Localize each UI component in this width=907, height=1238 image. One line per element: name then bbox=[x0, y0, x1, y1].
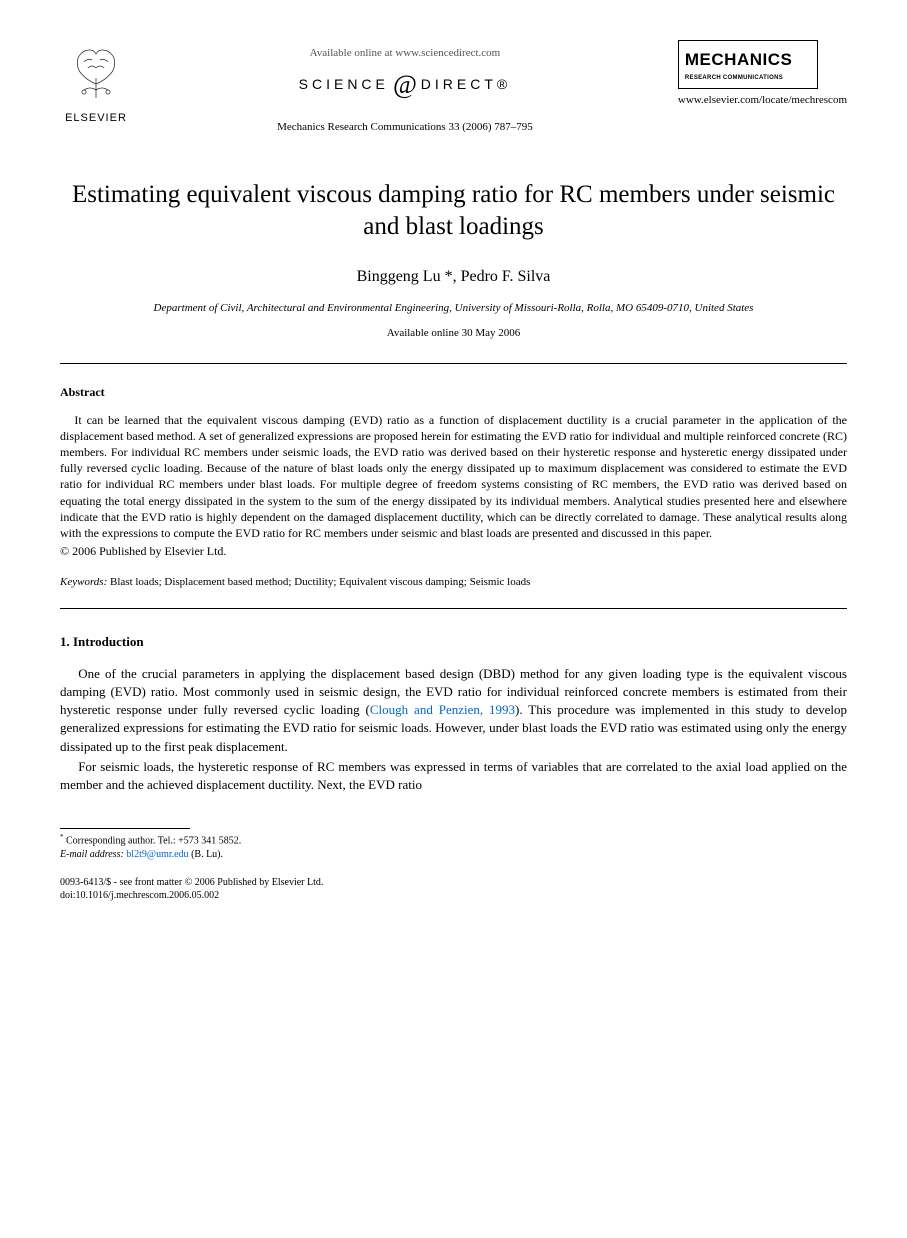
available-online-text: Available online at www.sciencedirect.co… bbox=[132, 46, 678, 61]
citation-link[interactable]: Clough and Penzien, 1993 bbox=[370, 702, 515, 717]
publisher-logo: ELSEVIER bbox=[60, 40, 132, 125]
abstract-text: It can be learned that the equivalent vi… bbox=[60, 412, 847, 542]
divider-top bbox=[60, 363, 847, 364]
journal-box-title: MECHANICS bbox=[685, 49, 811, 72]
science-direct-logo: SCIENCE @ DIRECT® bbox=[299, 67, 512, 102]
sd-right: DIRECT® bbox=[421, 75, 511, 94]
front-matter: 0093-6413/$ - see front matter © 2006 Pu… bbox=[60, 876, 847, 889]
abstract-heading: Abstract bbox=[60, 384, 847, 400]
email-label: E-mail address: bbox=[60, 849, 124, 860]
corresponding-author: * Corresponding author. Tel.: +573 341 5… bbox=[60, 833, 847, 848]
keywords-text: Blast loads; Displacement based method; … bbox=[107, 576, 530, 588]
journal-box-wrap: MECHANICS RESEARCH COMMUNICATIONS www.el… bbox=[678, 40, 847, 108]
keywords: Keywords: Blast loads; Displacement base… bbox=[60, 575, 847, 590]
intro-para-1: One of the crucial parameters in applyin… bbox=[60, 665, 847, 756]
keywords-label: Keywords: bbox=[60, 576, 107, 588]
affiliation: Department of Civil, Architectural and E… bbox=[60, 301, 847, 315]
doi: doi:10.1016/j.mechrescom.2006.05.002 bbox=[60, 889, 847, 902]
paper-title: Estimating equivalent viscous damping ra… bbox=[60, 179, 847, 244]
sd-at-icon: @ bbox=[393, 67, 417, 102]
journal-box: MECHANICS RESEARCH COMMUNICATIONS bbox=[678, 40, 818, 89]
footnote-rule bbox=[60, 828, 190, 829]
abstract-copyright: © 2006 Published by Elsevier Ltd. bbox=[60, 543, 847, 559]
sd-left: SCIENCE bbox=[299, 75, 389, 94]
divider-bottom bbox=[60, 608, 847, 609]
publisher-name: ELSEVIER bbox=[60, 111, 132, 126]
journal-reference: Mechanics Research Communications 33 (20… bbox=[132, 120, 678, 135]
section-1-heading: 1. Introduction bbox=[60, 633, 847, 651]
corresponding-text: Corresponding author. Tel.: +573 341 585… bbox=[66, 835, 241, 846]
footnote-block: * Corresponding author. Tel.: +573 341 5… bbox=[60, 833, 847, 862]
journal-box-subtitle: RESEARCH COMMUNICATIONS bbox=[685, 74, 811, 82]
footer-meta: 0093-6413/$ - see front matter © 2006 Pu… bbox=[60, 876, 847, 902]
journal-url[interactable]: www.elsevier.com/locate/mechrescom bbox=[678, 93, 847, 108]
online-date: Available online 30 May 2006 bbox=[60, 326, 847, 341]
email-address[interactable]: bl2t9@umr.edu bbox=[126, 849, 188, 860]
email-suffix: (B. Lu). bbox=[189, 849, 223, 860]
elsevier-tree-icon bbox=[66, 40, 126, 100]
email-line: E-mail address: bl2t9@umr.edu (B. Lu). bbox=[60, 848, 847, 862]
header-row: ELSEVIER Available online at www.science… bbox=[60, 40, 847, 135]
intro-para-2: For seismic loads, the hysteretic respon… bbox=[60, 758, 847, 794]
center-header: Available online at www.sciencedirect.co… bbox=[132, 40, 678, 135]
authors: Binggeng Lu *, Pedro F. Silva bbox=[60, 266, 847, 288]
